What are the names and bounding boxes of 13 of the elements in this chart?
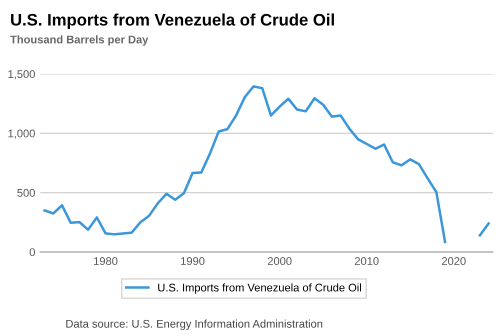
y-tick-label: 0	[30, 248, 35, 256]
legend-label: U.S. Imports from Venezuela of Crude Oil	[158, 283, 361, 294]
y-axis-title: Thousand Barrels per Day	[10, 35, 148, 46]
x-tick-label: 2000	[268, 257, 292, 266]
x-tick-label: 2010	[354, 257, 379, 266]
source-note: Data source: U.S. Energy Information Administration	[66, 320, 322, 330]
x-tick-label: 1990	[181, 257, 205, 266]
y-tick-label: 1,000	[8, 130, 35, 139]
chart-title: U.S. Imports from Venezuela of Crude Oil	[11, 13, 334, 29]
y-tick-label: 500	[17, 188, 35, 197]
x-tick-label: 1980	[94, 257, 118, 266]
x-tick-label: 2020	[442, 257, 466, 266]
y-tick-label: 1,500	[8, 70, 35, 80]
